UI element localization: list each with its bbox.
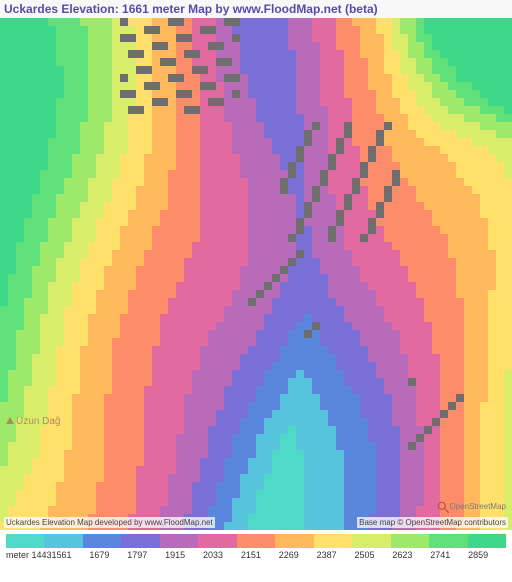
legend-segment — [160, 534, 198, 548]
legend-value: 1915 — [165, 550, 203, 560]
elevation-heatmap — [0, 18, 512, 530]
elevation-map[interactable]: Uzun Dağ OpenStreetMap Uckardes Elevatio… — [0, 18, 512, 530]
legend-value: 2859 — [468, 550, 506, 560]
legend-value: 2033 — [203, 550, 241, 560]
legend-segment — [198, 534, 236, 548]
legend-segment — [391, 534, 429, 548]
legend-segment — [275, 534, 313, 548]
legend-segment — [6, 534, 44, 548]
legend-segment — [314, 534, 352, 548]
legend-value: 2151 — [241, 550, 279, 560]
legend-segment — [468, 534, 506, 548]
legend-segment — [429, 534, 467, 548]
legend-labels: meter 1443156116791797191520332151226923… — [6, 550, 506, 560]
legend-color-bar — [6, 534, 506, 548]
legend-value: 1561 — [52, 550, 90, 560]
legend-segment — [352, 534, 390, 548]
peak-icon — [6, 417, 14, 424]
legend-value: 1679 — [89, 550, 127, 560]
osm-logo: OpenStreetMap — [436, 500, 506, 514]
elevation-legend: meter 1443156116791797191520332151226923… — [0, 530, 512, 582]
legend-value: 2505 — [355, 550, 393, 560]
attribution-left: Uckardes Elevation Map developed by www.… — [4, 517, 215, 528]
legend-value: 1797 — [127, 550, 165, 560]
legend-segment — [237, 534, 275, 548]
legend-value: meter 1443 — [6, 550, 52, 560]
map-landmark-label: Uzun Dağ — [6, 416, 60, 427]
legend-value: 2741 — [430, 550, 468, 560]
page-title: Uckardes Elevation: 1661 meter Map by ww… — [0, 0, 512, 18]
legend-segment — [83, 534, 121, 548]
legend-value: 2623 — [392, 550, 430, 560]
legend-segment — [44, 534, 82, 548]
legend-segment — [121, 534, 159, 548]
legend-value: 2387 — [317, 550, 355, 560]
attribution-right: Base map © OpenStreetMap contributors — [357, 517, 508, 528]
legend-value: 2269 — [279, 550, 317, 560]
